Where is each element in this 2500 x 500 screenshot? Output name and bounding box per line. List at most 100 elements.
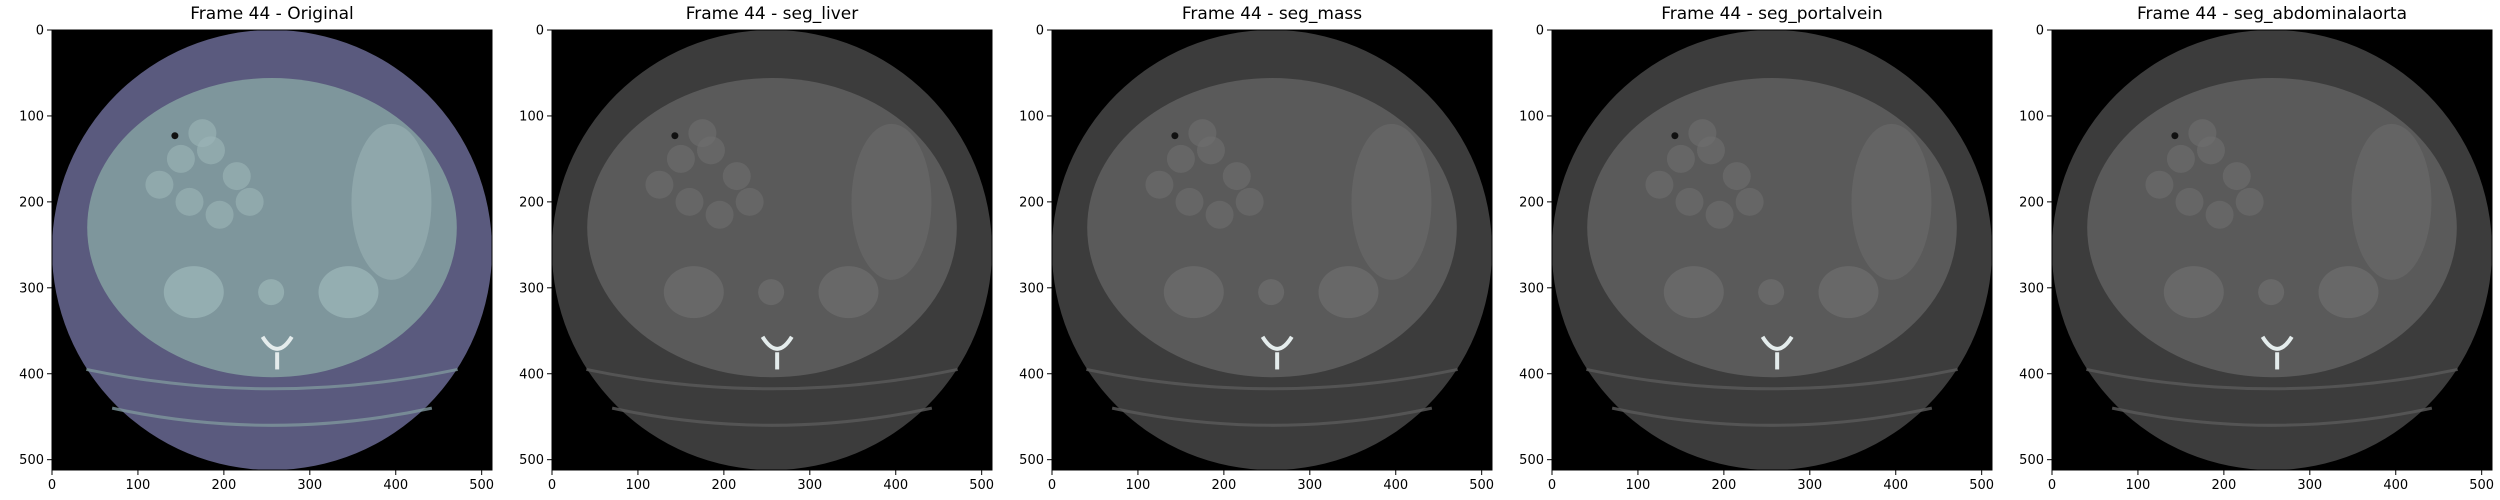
organ-right [2351,123,2432,280]
aorta [1758,279,1785,306]
bowel-loop [1235,187,1264,216]
table-upper-curve [1086,367,1458,391]
kidney-right [2318,266,2379,319]
bowel-loop [1666,144,1695,173]
kidney-right [1818,266,1879,319]
x-tick-label: 200 [1211,478,1236,493]
kidney-left [2163,266,2224,319]
y-tick-label: 300 [2019,281,2044,296]
table-upper-curve [586,367,958,391]
panel-title: Frame 44 - seg_abdominalaorta [2136,4,2408,24]
bowel-loop [2222,162,2251,191]
y-tick-label: 400 [1019,367,1044,382]
panel-seg-mass: Frame 44 - seg_mass 0 100 200 300 400 500 0 100… [1000,0,1494,500]
bowel-loop [1205,200,1234,229]
table-lower-curve [1111,406,1433,427]
x-tick-label: 100 [626,478,651,493]
y-tick-label: 500 [519,453,544,468]
aorta [1258,279,1285,306]
bowel-loop [1688,119,1717,148]
organ-right [351,123,432,280]
x-tick-label: 300 [1797,478,1822,493]
bowel-loop [235,187,264,216]
organ-right [851,123,932,280]
y-tick-label: 100 [1019,109,1044,124]
gas-bubble [671,132,679,140]
y-tick-label: 500 [1019,453,1044,468]
panel-title: Frame 44 - seg_mass [1181,4,1363,24]
ct-slice [2052,30,2492,470]
panel-title: Frame 44 - seg_liver [685,4,859,24]
x-tick-label: 500 [2469,478,2494,493]
gas-bubble [1671,132,1679,140]
panel-seg-liver: Frame 44 - seg_liver 0 100 200 300 400 500 0 10… [500,0,994,500]
x-tick-label: 400 [383,478,408,493]
x-tick-label: 200 [1711,478,1736,493]
panel-original: Frame 44 - Original 0 100 200 300 400 500 0 100… [0,0,494,500]
table-upper-curve [2086,367,2458,391]
axes-frame [1551,29,1993,471]
axes-frame [551,29,993,471]
y-tick-label: 400 [2019,367,2044,382]
x-tick-label: 0 [2048,478,2056,493]
kidney-left [1663,266,1724,319]
bowel-loop [1645,170,1674,199]
y-tick-label: 400 [519,367,544,382]
gas-bubble [171,132,179,140]
y-tick-label: 0 [36,24,44,39]
y-tick-label: 100 [19,109,44,124]
table-lower-curve [611,406,933,427]
kidney-left [663,266,724,319]
ct-plot-seg-liver: 0 100 200 300 400 500 0 100 200 300 400 500 [519,24,994,494]
x-tick-label: 200 [711,478,736,493]
y-tick-label: 400 [1519,367,1544,382]
bowel-loop [645,170,674,199]
y-tick-label: 500 [1519,453,1544,468]
x-tick-label: 0 [548,478,556,493]
y-tick-label: 0 [1036,24,1044,39]
y-tick-label: 100 [2019,109,2044,124]
vertebra [760,335,794,351]
x-tick-label: 0 [1048,478,1056,493]
bowel-loop [166,144,195,173]
x-tick-label: 100 [2126,478,2151,493]
x-tick-label: 400 [883,478,908,493]
ct-plot-original: 0 100 200 300 400 500 0 100 200 300 400 500 [19,24,494,494]
bowel-loop [1722,162,1751,191]
y-tick-label: 300 [1019,281,1044,296]
bowel-loop [688,119,717,148]
y-tick-label: 400 [19,367,44,382]
y-tick-label: 200 [1519,195,1544,210]
bowel-loop [1145,170,1174,199]
bowel-loop [1735,187,1764,216]
ct-plot-seg-mass: 0 100 200 300 400 500 0 100 200 300 400 500 [1019,24,1494,494]
bowel-loop [675,187,704,216]
x-tick-label: 500 [1469,478,1494,493]
bowel-loop [1675,187,1704,216]
x-tick-label: 300 [2297,478,2322,493]
kidney-right [818,266,879,319]
ct-slice [1552,30,1992,470]
y-tick-label: 300 [1519,281,1544,296]
y-tick-label: 100 [1519,109,1544,124]
bowel-loop [1175,187,1204,216]
y-tick-label: 500 [19,453,44,468]
x-tick-label: 0 [1548,478,1556,493]
vertebra [260,335,294,351]
x-tick-label: 100 [1626,478,1651,493]
y-tick-label: 0 [1536,24,1544,39]
table-lower-curve [2111,406,2433,427]
y-tick-label: 300 [519,281,544,296]
gas-bubble [2171,132,2179,140]
x-tick-label: 300 [1297,478,1322,493]
bowel-loop [1705,200,1734,229]
vertebra [1260,335,1294,351]
aorta [258,279,285,306]
table-lower-curve [1611,406,1933,427]
x-tick-label: 100 [126,478,151,493]
aorta [758,279,785,306]
bowel-loop [2175,187,2204,216]
bowel-loop [722,162,751,191]
y-tick-label: 300 [19,281,44,296]
ct-plot-seg-portalvein: 0 100 200 300 400 500 0 100 200 300 400 500 [1519,24,1994,494]
